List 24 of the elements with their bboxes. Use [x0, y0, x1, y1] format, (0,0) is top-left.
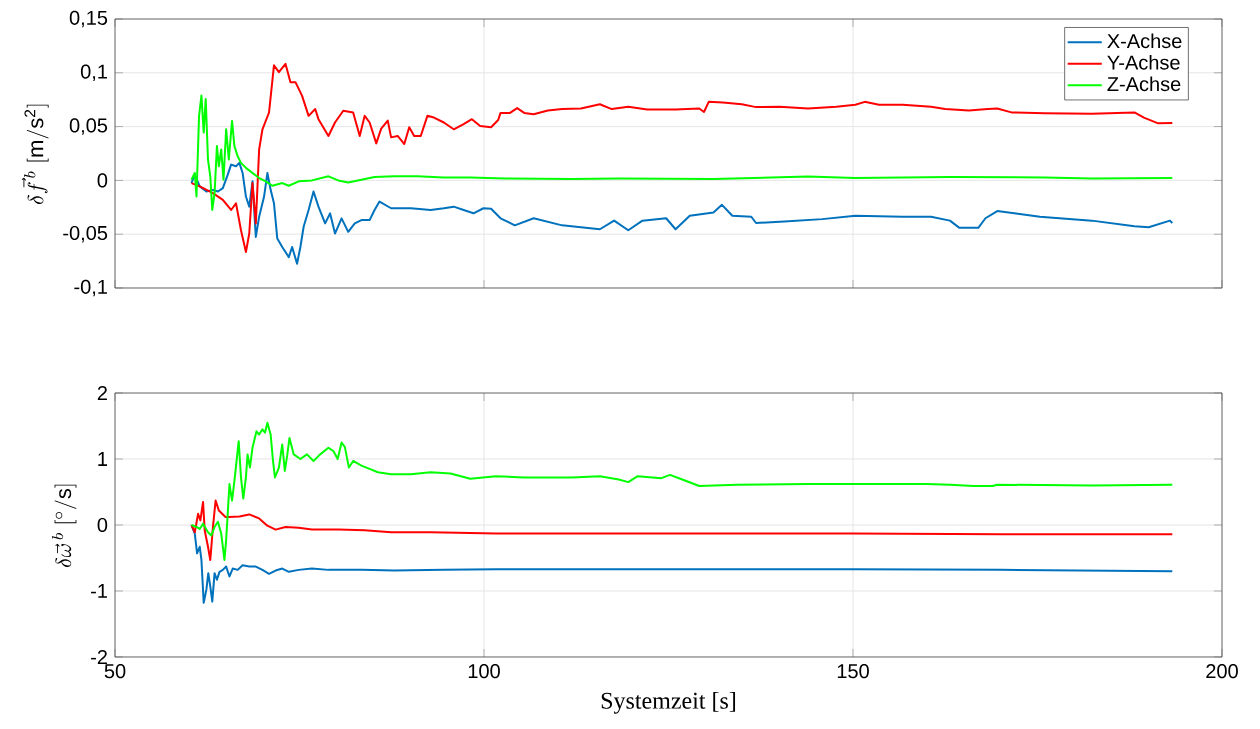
- line-series: [190, 161, 1174, 265]
- x-tick-label: 150: [837, 664, 869, 679]
- y-axis-title: $\delta \vec{\omega}^{\,b}\ [^{\circ}/\mathrm{s}]$: [51, 484, 77, 567]
- y-tick-label: 0,05: [69, 118, 108, 135]
- y-tick-label: -0,05: [63, 225, 108, 243]
- y-axis-title: $\delta \vec{f}^{\,b}\ [\mathrm{m/s^2}]$: [21, 104, 49, 205]
- x-axis-title: Systemzeit [s]: [601, 691, 736, 714]
- x-tick-label: 50: [104, 664, 126, 679]
- line-series: [190, 421, 1174, 561]
- legend-label: X-Achse: [1107, 33, 1182, 49]
- y-tick-label: -1: [91, 584, 107, 598]
- y-tick-label: -2: [91, 650, 107, 664]
- x-tick-label: 200: [1206, 664, 1238, 679]
- y-tick-label: -0,1: [74, 279, 107, 297]
- x-tick-label: 100: [468, 664, 500, 679]
- legend-label: Y-Achse: [1107, 54, 1180, 70]
- y-tick-label: 0: [97, 517, 108, 533]
- y-tick-label: 0,1: [80, 64, 107, 82]
- y-tick-label: 0,15: [69, 10, 108, 28]
- y-tick-label: 0: [97, 173, 108, 188]
- legend-label: Z-Achse: [1107, 76, 1181, 92]
- line-series: [190, 94, 1174, 211]
- y-tick-label: 1: [98, 452, 107, 466]
- y-tick-label: 2: [97, 386, 107, 400]
